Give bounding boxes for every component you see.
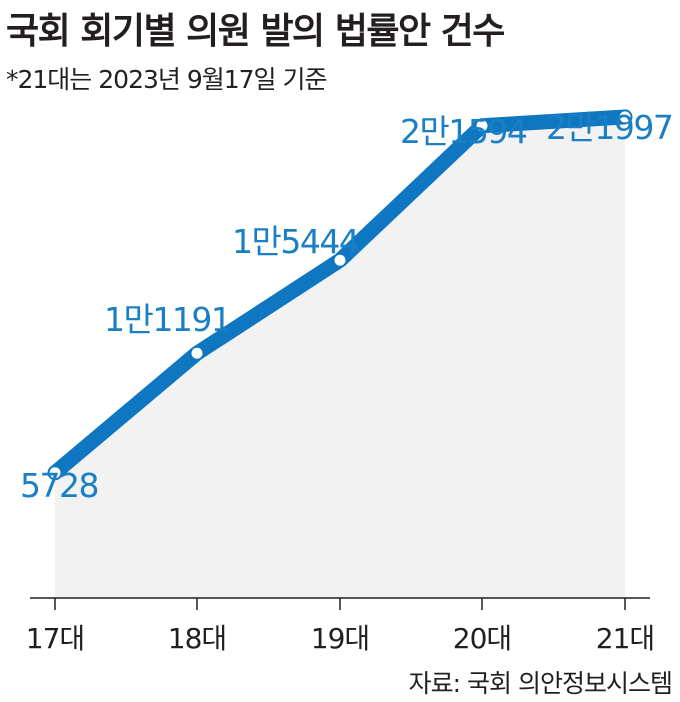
x-tick-label: 20대 xyxy=(453,622,511,655)
data-label: 5728 xyxy=(20,466,98,505)
data-point xyxy=(334,254,346,266)
x-tick-label: 19대 xyxy=(311,622,369,655)
data-point xyxy=(191,347,203,359)
x-tick-label: 18대 xyxy=(168,622,226,655)
area-fill xyxy=(55,116,625,598)
x-tick-label: 17대 xyxy=(26,622,84,655)
data-label: 1만1191 xyxy=(104,300,230,339)
data-label: 1만5444 xyxy=(232,222,359,261)
data-point xyxy=(619,111,631,123)
chart-subtitle: *21대는 2023년 9월17일 기준 xyxy=(6,65,327,94)
data-label: 2만1594 xyxy=(400,112,527,151)
x-tick-label: 21대 xyxy=(596,622,654,655)
data-label: 2만1997 xyxy=(546,108,672,147)
data-point xyxy=(49,467,61,479)
data-point xyxy=(476,120,488,132)
source-note: 자료: 국회 의안정보시스템 xyxy=(408,669,673,698)
chart-title: 국회 회기별 의원 발의 법률안 건수 xyxy=(6,11,505,52)
